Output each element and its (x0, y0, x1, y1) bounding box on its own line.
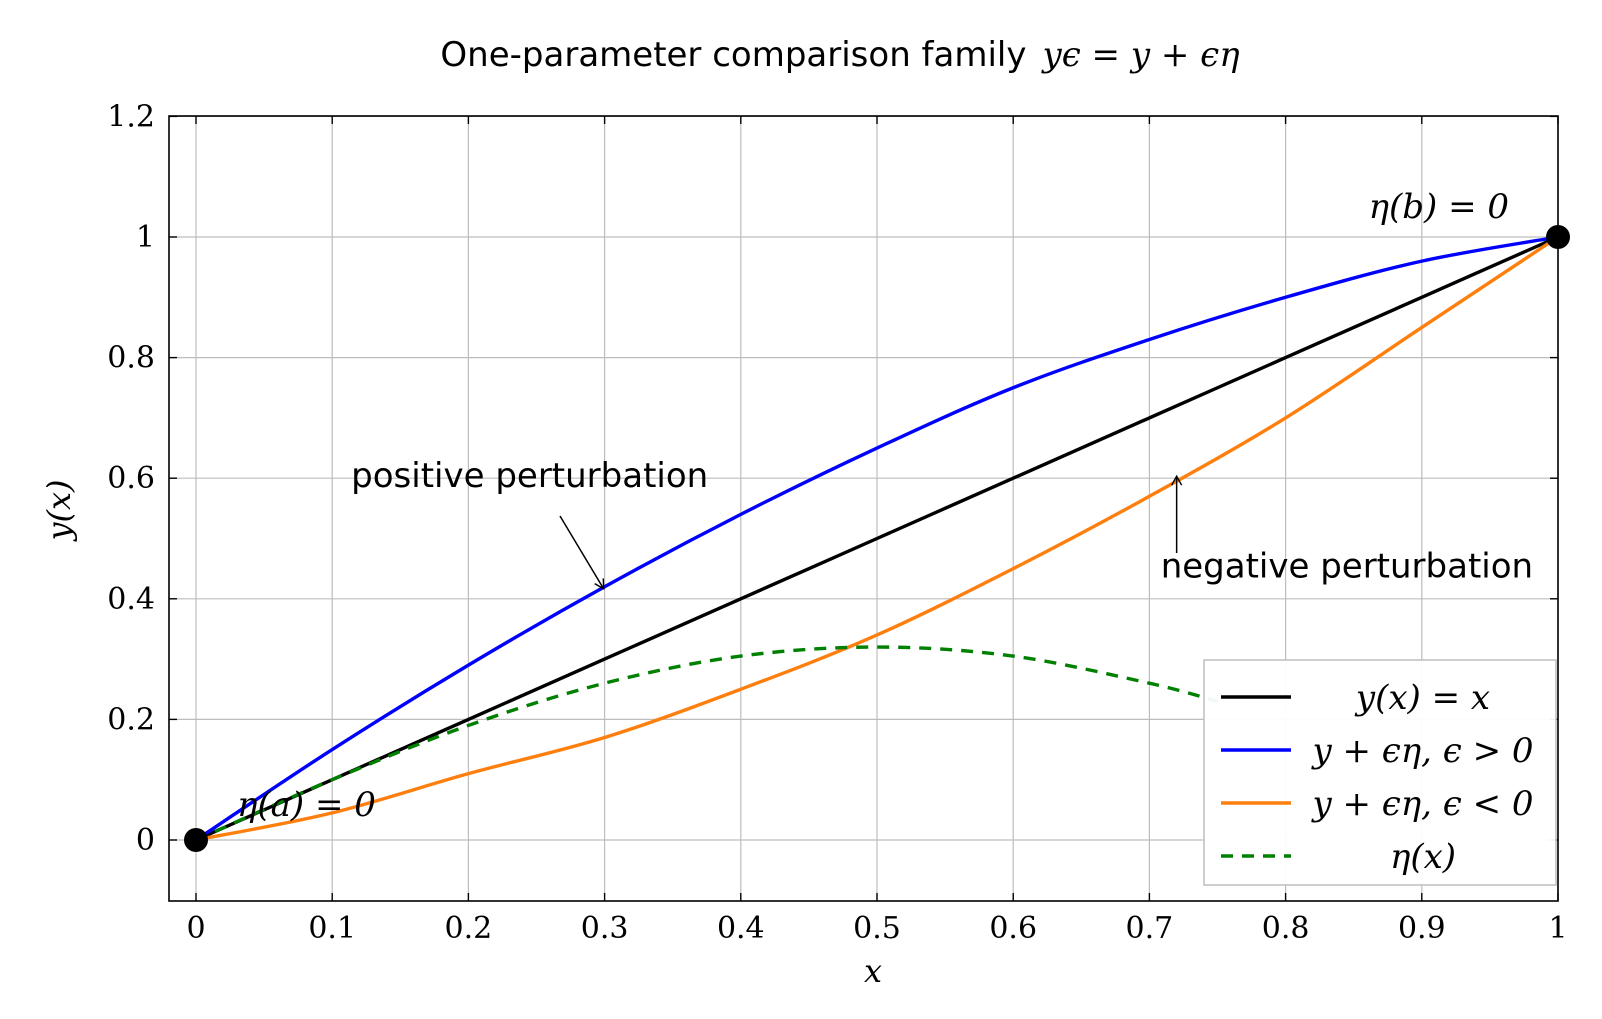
annotation-negative-text: negative perturbation (1161, 547, 1533, 587)
series-line-negative (195, 235, 1559, 842)
series-group (195, 235, 1559, 842)
y-tick-label: 1.2 (107, 99, 155, 134)
y-tick-label: 0 (136, 823, 155, 858)
series-line-positive (195, 235, 1559, 842)
y-axis-label: y(x) (40, 479, 78, 542)
x-tick-label: 0.5 (853, 911, 901, 946)
legend-label: y(x) = x (1354, 678, 1490, 718)
x-axis-label: x (864, 952, 882, 990)
legend-label: y + ϵη, ϵ > 0 (1310, 731, 1533, 771)
endpoint-a-label: η(a) = 0 (237, 785, 376, 825)
plot-border (168, 115, 1559, 902)
annotation-positive-arrow (559, 515, 605, 590)
x-tick-label: 0.7 (1126, 911, 1174, 946)
x-tick-label: 0.4 (717, 911, 765, 946)
endpoints-group: η(a) = 0 η(b) = 0 (184, 187, 1570, 852)
series-line-identity (195, 235, 1559, 842)
annotation-positive-text: positive perturbation (351, 456, 708, 496)
x-tick-label: 0.1 (308, 911, 356, 946)
chart-title-text: One-parameter comparison family (440, 35, 1026, 75)
y-tick-label: 1 (136, 220, 155, 255)
endpoint-b-label: η(b) = 0 (1369, 187, 1509, 227)
x-tick-labels: 0 0.1 0.2 0.3 0.4 0.5 0.6 0.7 0.8 0.9 1 (186, 911, 1567, 946)
y-tick-label: 0.6 (107, 461, 155, 496)
y-tick-label: 0.4 (107, 582, 155, 617)
x-tick-label: 0.3 (581, 911, 629, 946)
endpoint-a-marker (184, 828, 208, 852)
x-tick-label: 1 (1548, 911, 1567, 946)
series-line-eta (195, 645, 1218, 842)
endpoint-b-marker (1546, 225, 1570, 249)
y-tick-labels: 0 0.2 0.4 0.6 0.8 1 1.2 (107, 99, 155, 858)
x-tick-label: 0.9 (1398, 911, 1446, 946)
x-tick-label: 0.8 (1262, 911, 1310, 946)
chart-title: One-parameter comparison family yϵ = y +… (440, 35, 1240, 75)
legend-label: y + ϵη, ϵ < 0 (1310, 784, 1533, 824)
chart-title-math: yϵ = y + ϵη (1041, 35, 1241, 75)
x-tick-label: 0 (186, 911, 205, 946)
legend: y(x) = x y + ϵη, ϵ > 0 y + ϵη, ϵ < 0 η(x) (1203, 659, 1557, 886)
y-tick-label: 0.8 (107, 341, 155, 376)
legend-label: η(x) (1390, 837, 1456, 877)
plot-frame (168, 115, 1559, 902)
annotations-group: positive perturbation negative perturbati… (351, 456, 1533, 590)
x-tick-label: 0.2 (445, 911, 493, 946)
x-tick-label: 0.6 (989, 911, 1037, 946)
y-tick-label: 0.2 (107, 702, 155, 737)
